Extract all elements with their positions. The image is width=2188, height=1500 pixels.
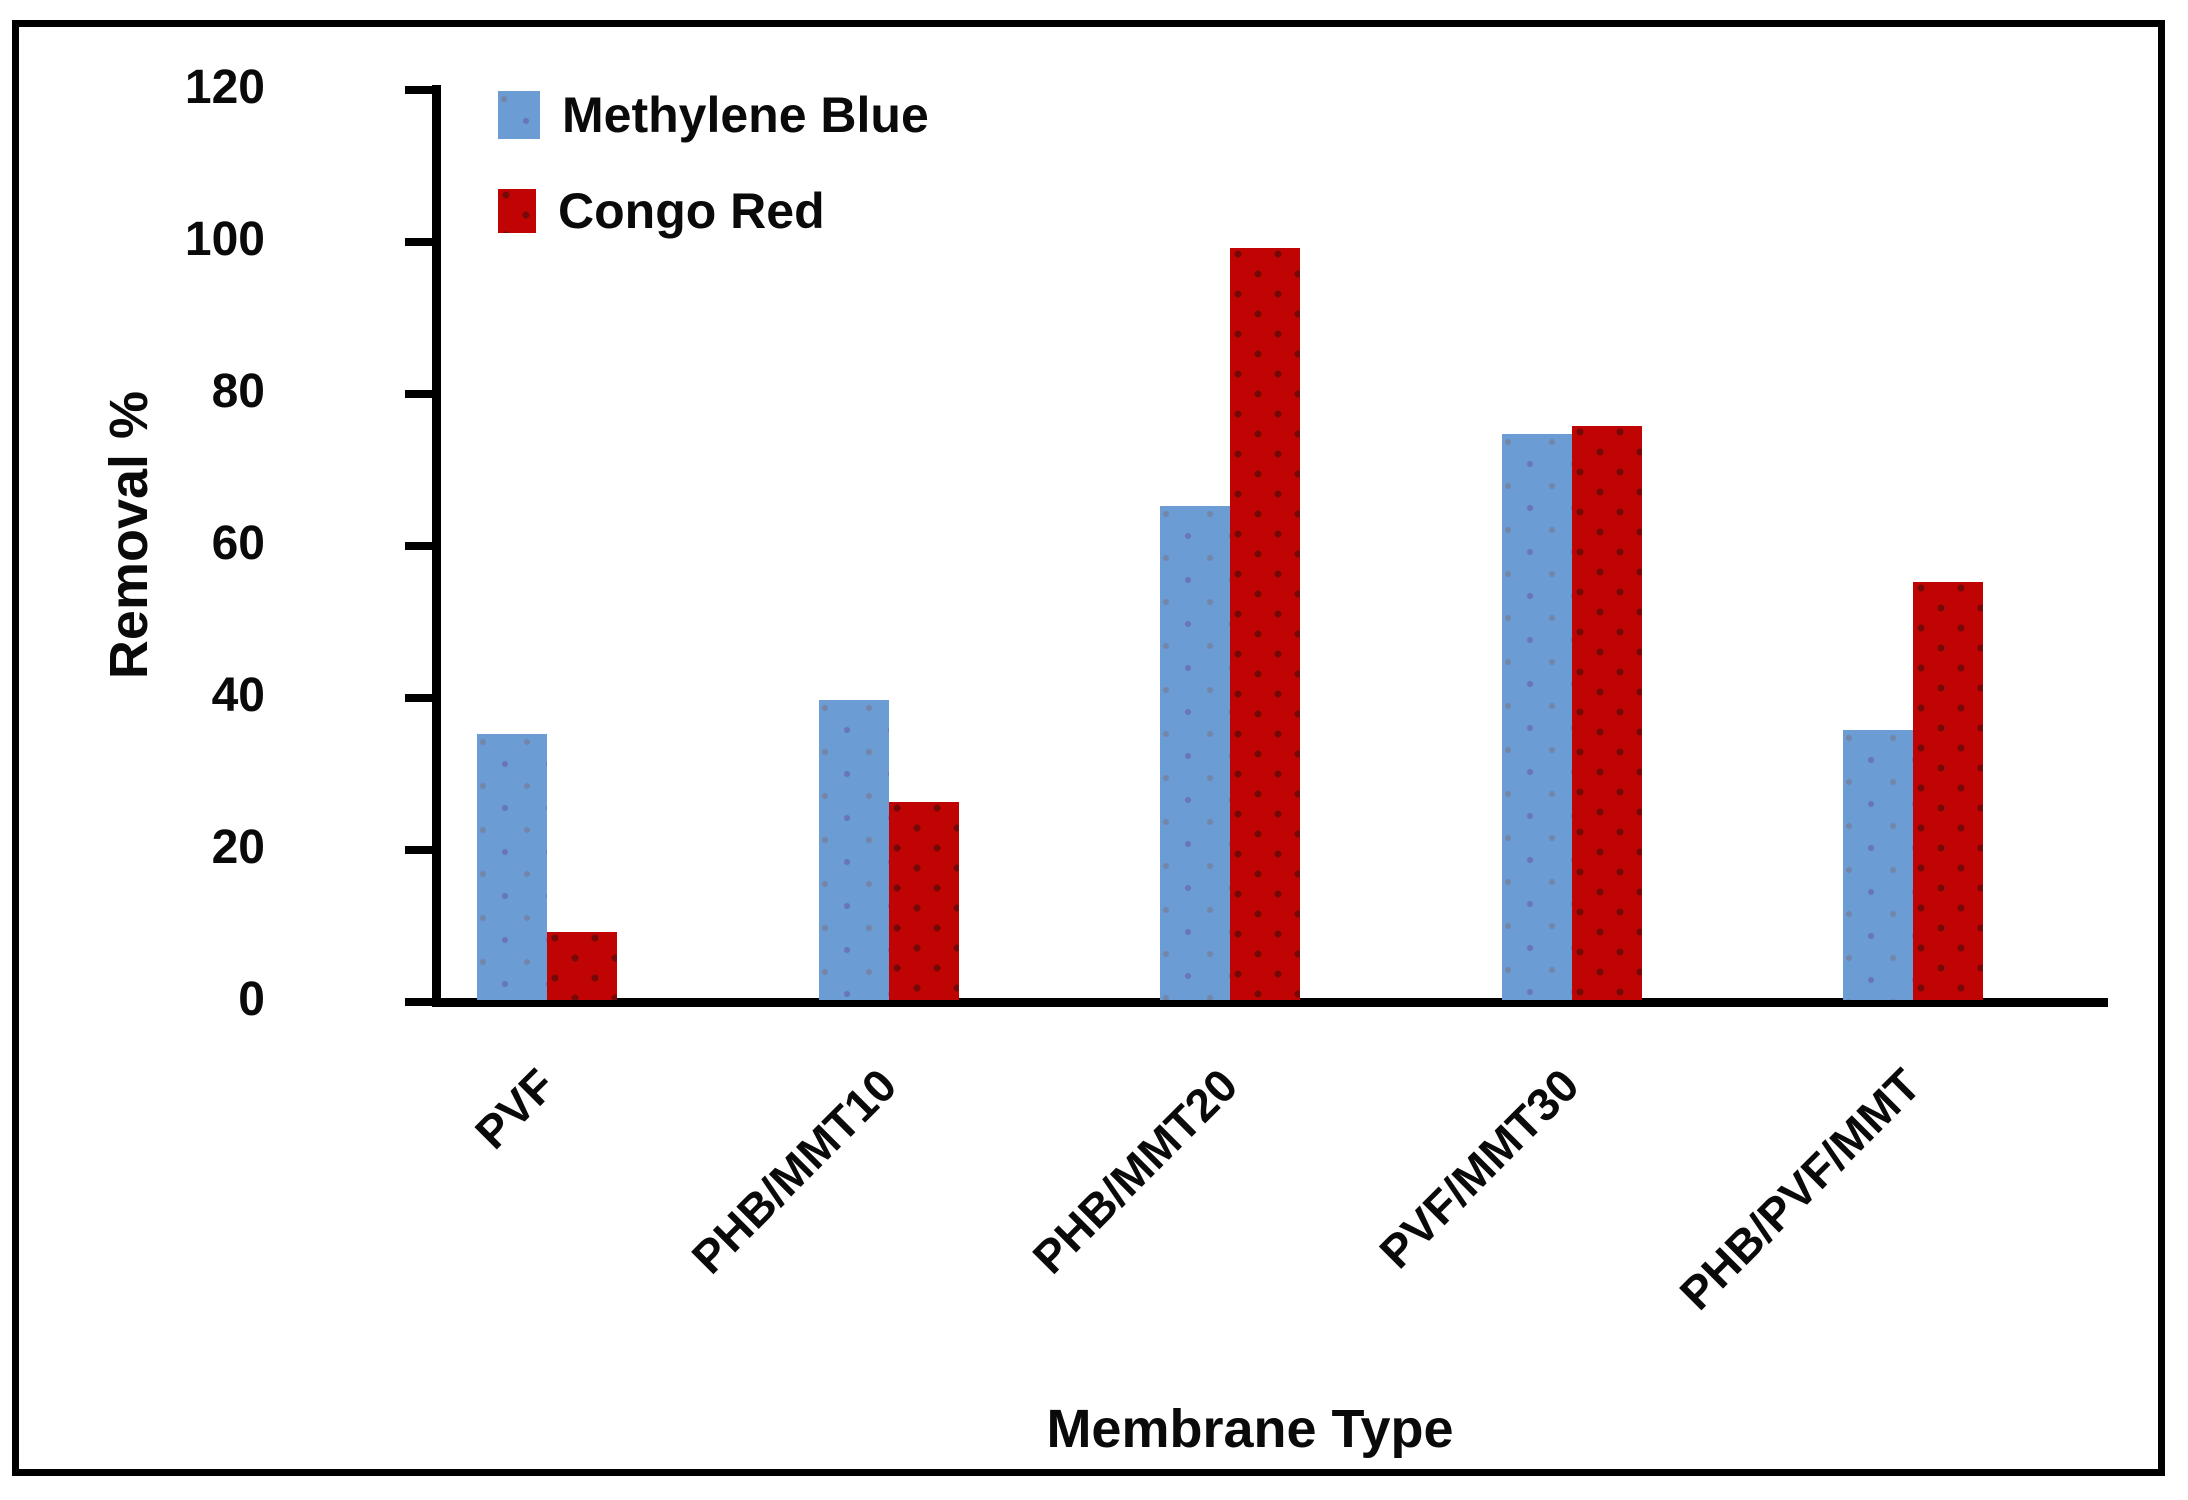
y-axis-tick: [405, 998, 432, 1006]
y-tick-label: 20: [211, 821, 265, 874]
y-tick-label: 40: [211, 669, 265, 722]
legend: Methylene Blue Congo Red: [498, 90, 929, 282]
bar-congo-red-PHB/MMT10: [888, 802, 959, 1000]
legend-label: Methylene Blue: [562, 87, 929, 143]
legend-label: Congo Red: [558, 183, 825, 239]
bar-methylene-blue-PHB/MMT20: [1160, 506, 1230, 1000]
y-axis-tick: [405, 542, 432, 550]
x-axis-line: [432, 998, 2108, 1007]
y-tick-label: 80: [211, 365, 265, 418]
y-axis-line: [432, 85, 441, 1006]
y-axis-tick: [405, 846, 432, 854]
y-axis-tick: [405, 238, 432, 246]
y-tick-label: 0: [238, 973, 265, 1026]
legend-swatch-red-icon: [498, 189, 536, 233]
y-axis-tick: [405, 86, 432, 94]
legend-swatch-blue-icon: [498, 91, 540, 139]
bar-congo-red-PVF/MMT30: [1571, 426, 1642, 1000]
bar-methylene-blue-PVF: [477, 734, 547, 1000]
x-category-label: PHB/PVF/MMT: [1669, 1058, 1931, 1320]
x-axis-title: Membrane Type: [1046, 1399, 1454, 1459]
bar-methylene-blue-PHB/MMT10: [818, 700, 889, 1000]
y-tick-label: 100: [184, 213, 265, 266]
legend-entry-congo-red: Congo Red: [498, 186, 929, 236]
x-category-label: PVF: [464, 1058, 565, 1159]
bar-congo-red-PVF: [547, 932, 617, 1000]
x-category-label: PHB/MMT20: [1022, 1058, 1248, 1284]
bar-methylene-blue-PHB/PVF/MMT: [1843, 730, 1913, 1000]
y-tick-label: 120: [184, 61, 265, 114]
y-axis-tick: [405, 694, 432, 702]
legend-entry-methylene-blue: Methylene Blue: [498, 90, 929, 140]
y-tick-label: 60: [211, 517, 265, 570]
y-axis-tick: [405, 390, 432, 398]
x-category-label: PHB/MMT10: [681, 1058, 906, 1284]
bar-congo-red-PHB/PVF/MMT: [1913, 582, 1983, 1000]
figure-border: [12, 20, 2165, 1476]
x-category-label: PVF/MMT30: [1369, 1058, 1589, 1279]
y-axis-title: Removal %: [99, 390, 159, 680]
bar-methylene-blue-PVF/MMT30: [1501, 434, 1572, 1000]
bar-congo-red-PHB/MMT20: [1230, 248, 1300, 1000]
